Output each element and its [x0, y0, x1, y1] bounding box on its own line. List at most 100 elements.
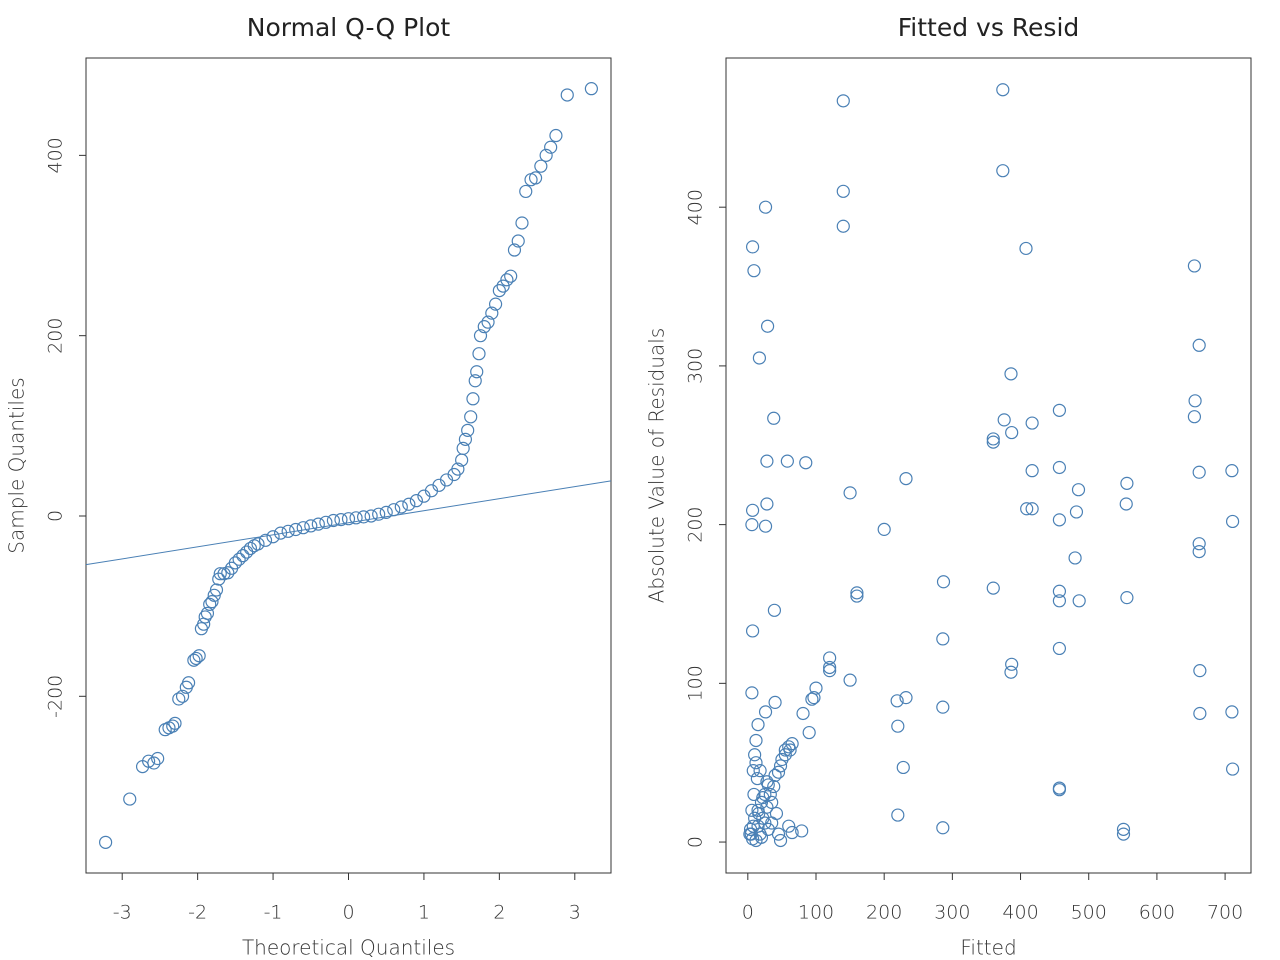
point — [221, 566, 235, 580]
point — [899, 691, 913, 705]
point — [749, 733, 763, 748]
point — [747, 787, 761, 802]
point — [334, 512, 348, 527]
point — [1225, 705, 1239, 719]
point — [181, 676, 196, 690]
point — [1192, 338, 1206, 352]
x-tick-label: 400 — [1002, 902, 1038, 924]
point — [1069, 505, 1084, 519]
point — [1052, 781, 1067, 795]
point — [763, 787, 777, 802]
point — [319, 515, 333, 529]
point — [296, 521, 310, 535]
point — [747, 264, 761, 278]
point — [936, 632, 950, 646]
chart-title: Fitted vs Resid — [898, 13, 1080, 42]
point — [470, 365, 484, 379]
point — [544, 140, 558, 154]
y-tick-label: 0 — [45, 510, 67, 522]
point — [1116, 827, 1131, 841]
point — [274, 526, 288, 540]
point — [364, 509, 378, 523]
y-tick-label: 300 — [685, 348, 707, 384]
x-tick-label: 1 — [418, 902, 430, 924]
point — [236, 549, 250, 563]
point — [1193, 706, 1207, 721]
point — [785, 737, 799, 751]
point — [519, 184, 533, 199]
point — [584, 82, 598, 96]
x-tick-label: -2 — [188, 902, 207, 924]
point — [896, 760, 910, 775]
y-tick-label: 400 — [45, 137, 67, 173]
point — [782, 819, 796, 833]
point — [996, 83, 1010, 97]
point — [1192, 465, 1206, 479]
point — [850, 589, 864, 603]
point — [1071, 483, 1086, 497]
x-tick-label: 600 — [1139, 902, 1175, 924]
point — [1192, 537, 1206, 551]
point — [251, 537, 265, 551]
point — [750, 771, 764, 786]
point — [760, 775, 774, 789]
point — [175, 689, 190, 703]
point — [379, 505, 393, 519]
point — [539, 148, 553, 162]
point — [758, 705, 773, 719]
point — [496, 279, 510, 293]
point — [758, 787, 772, 802]
point — [203, 597, 217, 611]
point — [1004, 367, 1018, 381]
point — [240, 545, 254, 559]
point — [745, 686, 759, 700]
point — [767, 411, 781, 425]
point — [836, 184, 850, 198]
point — [456, 441, 470, 455]
point — [1187, 410, 1202, 424]
point — [823, 660, 837, 675]
point — [1120, 591, 1134, 605]
point — [1192, 545, 1206, 559]
point — [481, 315, 495, 329]
point — [485, 306, 499, 320]
point — [758, 200, 773, 214]
point — [751, 819, 765, 833]
point — [511, 234, 525, 248]
point — [836, 219, 850, 233]
point — [304, 519, 318, 533]
point — [228, 556, 242, 570]
point — [753, 827, 767, 841]
point — [771, 827, 786, 841]
x-tick-label: -3 — [113, 902, 132, 924]
point — [745, 518, 759, 532]
point — [560, 88, 574, 102]
reference-line — [85, 480, 612, 566]
point — [326, 513, 341, 528]
x-tick-label: 0 — [342, 902, 354, 924]
point — [749, 756, 763, 770]
point — [1020, 502, 1034, 516]
point — [472, 347, 486, 361]
point — [996, 164, 1010, 178]
point — [768, 695, 782, 709]
point — [1025, 416, 1039, 430]
point — [464, 410, 478, 424]
point — [1120, 476, 1134, 490]
x-axis-title: Fitted — [960, 936, 1016, 960]
x-tick-label: 500 — [1071, 902, 1107, 924]
point — [1116, 822, 1131, 836]
point — [752, 351, 767, 365]
point — [936, 821, 950, 835]
point — [243, 541, 258, 556]
point — [843, 673, 857, 687]
point — [205, 595, 219, 609]
point — [492, 283, 506, 298]
point — [760, 454, 774, 468]
point — [997, 413, 1011, 427]
point — [1119, 497, 1133, 511]
point — [760, 497, 774, 511]
point — [752, 806, 766, 821]
point — [891, 719, 905, 733]
